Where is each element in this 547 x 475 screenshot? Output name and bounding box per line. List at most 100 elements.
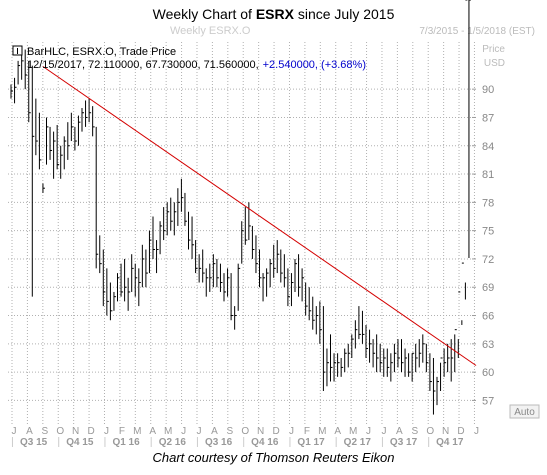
ohlc-bar[interactable] [358,306,361,340]
ohlc-bar[interactable] [24,49,28,90]
ohlc-bar[interactable] [344,348,347,373]
ohlc-bar[interactable] [109,282,113,321]
ohlc-bar[interactable] [124,258,127,302]
ohlc-bar[interactable] [230,273,234,321]
ohlc-bar[interactable] [209,263,212,292]
ohlc-bar[interactable] [326,348,329,387]
ohlc-bar[interactable] [170,197,173,231]
ohlc-bar[interactable] [340,357,344,377]
ohlc-bar[interactable] [397,339,400,368]
ohlc-bar[interactable] [294,258,297,292]
ohlc-bar[interactable] [319,301,322,344]
ohlc-bar[interactable] [259,249,262,288]
plot-area[interactable] [8,42,472,424]
ohlc-bar[interactable] [376,334,379,373]
ohlc-bar[interactable] [262,273,266,302]
ohlc-bar[interactable] [401,339,404,373]
ohlc-bar[interactable] [134,263,138,297]
ohlc-bar[interactable] [347,343,351,368]
ohlc-bar[interactable] [372,339,376,368]
ohlc-bar[interactable] [102,249,106,307]
ohlc-bar[interactable] [276,240,280,274]
ohlc-bar[interactable] [436,376,439,406]
ohlc-bar[interactable] [393,343,397,373]
ohlc-bar[interactable] [386,348,390,377]
ohlc-bar[interactable] [301,268,305,302]
ohlc-bar[interactable] [432,357,436,415]
ohlc-bar[interactable] [148,230,152,274]
ohlc-bar[interactable] [205,268,209,297]
ohlc-bar[interactable] [408,353,411,377]
ohlc-bar[interactable] [283,254,287,288]
ohlc-bar[interactable] [81,108,84,132]
ohlc-bar[interactable] [188,211,191,250]
ohlc-bar[interactable] [422,334,425,363]
ohlc-bar[interactable] [113,291,116,311]
ohlc-bar[interactable] [35,98,38,156]
ohlc-bar[interactable] [219,263,223,292]
ohlc-bar[interactable] [227,268,230,297]
ohlc-bar[interactable] [67,122,70,160]
ohlc-bar[interactable] [266,268,269,297]
ohlc-bar[interactable] [92,106,95,137]
ohlc-bar[interactable] [46,117,49,165]
ohlc-bar[interactable] [390,353,393,382]
ohlc-bar[interactable] [53,131,56,179]
ohlc-bar[interactable] [351,334,354,358]
ohlc-bar[interactable] [63,136,67,170]
ohlc-bar[interactable] [42,183,45,193]
ohlc-bar[interactable] [184,192,187,226]
ohlc-bar[interactable] [290,273,294,307]
ohlc-bar[interactable] [28,60,31,123]
ohlc-bar[interactable] [287,268,290,307]
ohlc-bar[interactable] [99,235,102,274]
ohlc-bar[interactable] [404,348,408,377]
ohlc-bar[interactable] [244,207,248,245]
ohlc-bar[interactable] [152,216,155,259]
ohlc-bar[interactable] [312,296,315,330]
ohlc-bar[interactable] [60,145,63,179]
ohlc-bar[interactable] [131,254,134,292]
ohlc-bar[interactable] [191,216,195,259]
ohlc-bar[interactable] [159,221,163,255]
ohlc-bar[interactable] [106,268,109,316]
ohlc-bar[interactable] [365,324,368,358]
ohlc-bar[interactable] [429,353,432,391]
ohlc-bar[interactable] [145,249,148,288]
ohlc-bar[interactable] [85,100,88,127]
ohlc-bar[interactable] [173,202,177,236]
ohlc-bar[interactable] [361,310,365,344]
ohlc-bar[interactable] [369,329,372,363]
ohlc-bar[interactable] [269,258,273,288]
ohlc-bar[interactable] [298,254,301,297]
ohlc-bar[interactable] [212,254,216,288]
ohlc-bar[interactable] [223,273,226,302]
ohlc-bar[interactable] [14,77,17,104]
ohlc-bar[interactable] [418,339,422,368]
ohlc-bar[interactable] [177,188,180,226]
ohlc-bar[interactable] [280,249,283,283]
ohlc-bar[interactable] [166,202,170,236]
ohlc-bar[interactable] [273,244,276,278]
ohlc-bar[interactable] [315,306,319,335]
ohlc-bar[interactable] [117,273,120,302]
ohlc-bar[interactable] [251,225,255,259]
ohlc-bar[interactable] [464,0,468,300]
ohlc-bar[interactable] [198,254,202,283]
ohlc-bar[interactable] [383,348,386,377]
ohlc-bar[interactable] [330,334,333,382]
ohlc-bar[interactable] [241,221,244,264]
ohlc-bar[interactable] [461,262,464,325]
ohlc-bar[interactable] [138,268,141,307]
ohlc-bar[interactable] [255,235,258,274]
ohlc-bar[interactable] [457,291,461,358]
ohlc-bar[interactable] [88,98,92,123]
ohlc-bar[interactable] [127,277,131,311]
ohlc-bar[interactable] [10,84,13,99]
ohlc-bar[interactable] [31,65,35,297]
ohlc-bar[interactable] [180,178,184,212]
ohlc-bar[interactable] [411,352,415,382]
ohlc-bar[interactable] [56,125,60,170]
ohlc-bar[interactable] [141,244,145,288]
